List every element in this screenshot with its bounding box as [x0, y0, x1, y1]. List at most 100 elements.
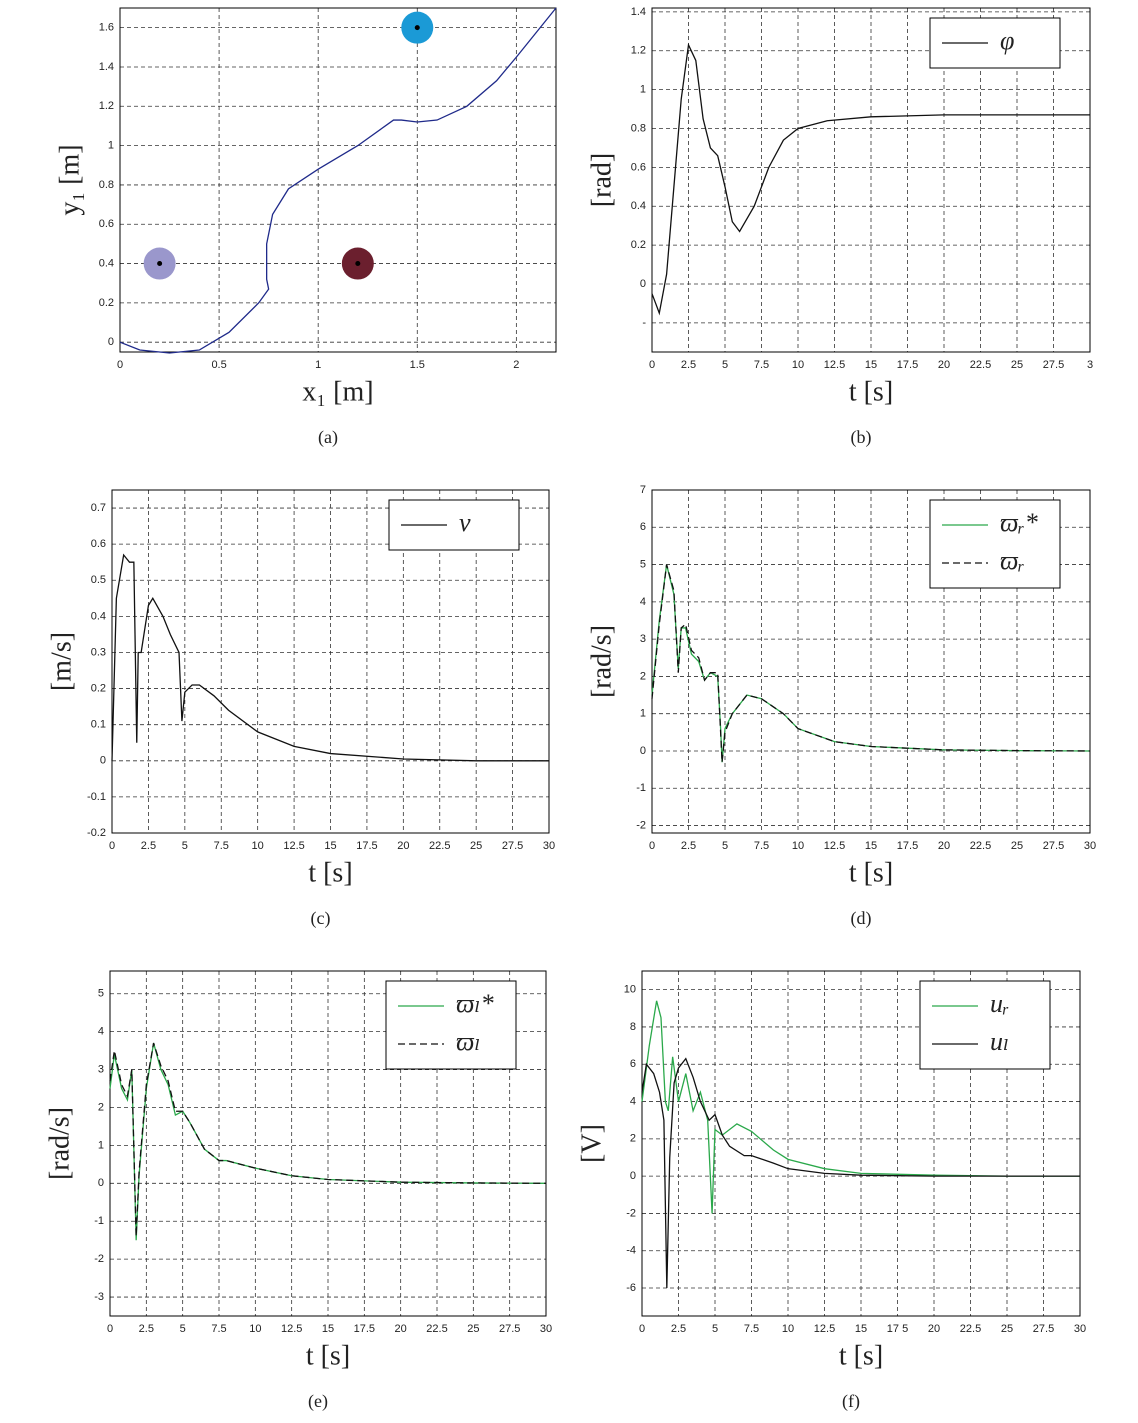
y-tick-label: -3 [94, 1291, 104, 1303]
x-tick-label: 17.5 [897, 840, 918, 852]
x-tick-label: 20 [395, 1323, 407, 1335]
x-axis-label: t [s] [849, 857, 893, 888]
caption: (d) [851, 908, 872, 929]
caption: (b) [851, 427, 872, 448]
y-tick-label: 6 [640, 521, 646, 533]
y-tick-label: 0.4 [91, 610, 106, 622]
y-tick-label: 2 [640, 670, 646, 682]
y-tick-label: 4 [98, 1026, 104, 1038]
x-tick-label: 5 [182, 840, 188, 852]
y-tick-label: 0 [98, 1177, 104, 1189]
x-tick-label: 10 [792, 359, 804, 371]
x-tick-label: 15 [865, 359, 877, 371]
plot-frame [119, 7, 557, 353]
y-tick-label: 0.4 [99, 257, 114, 269]
y-tick-label: 0.6 [631, 161, 646, 173]
x-tick-label: 15 [855, 1323, 867, 1335]
y-tick-label: -6 [626, 1282, 636, 1294]
legend-label: v [459, 508, 471, 537]
x-tick-label: 20 [397, 840, 409, 852]
y-tick-label: 0.2 [91, 682, 106, 694]
y-tick-label: -2 [636, 819, 646, 831]
y-tick-label: -1 [636, 782, 646, 794]
legend-label: φ [1000, 26, 1014, 55]
caption: (e) [308, 1391, 328, 1412]
x-axis-label: t [s] [306, 1340, 350, 1371]
x-axis-label: t [s] [849, 376, 893, 407]
x-tick-label: 7.5 [754, 359, 769, 371]
plot-area [120, 8, 556, 352]
x-tick-label: 17.5 [356, 840, 377, 852]
y-tick-label: -2 [94, 1253, 104, 1265]
point-center [157, 261, 163, 267]
x-tick-label: 1.5 [410, 359, 425, 371]
x-tick-label: 2.5 [141, 840, 156, 852]
y-tick-label: 0 [108, 336, 114, 348]
data-line [651, 42, 1090, 316]
x-tick-label: 0 [649, 840, 655, 852]
x-tick-label: 0 [639, 1323, 645, 1335]
x-tick-label: 5 [712, 1323, 718, 1335]
legend-label: uᵣ [990, 989, 1009, 1018]
y-tick-label: 0.2 [99, 297, 114, 309]
y-axis-label: [V] [576, 1124, 607, 1163]
x-tick-label: 20 [938, 359, 950, 371]
x-tick-label: 10 [792, 840, 804, 852]
legend-box [385, 980, 517, 1070]
x-tick-label: 2.5 [671, 1323, 686, 1335]
x-tick-label: 15 [322, 1323, 334, 1335]
y-tick-label: 1.2 [631, 45, 646, 57]
x-tick-label: 30 [540, 1323, 552, 1335]
x-tick-label: 5 [180, 1323, 186, 1335]
x-axis-label: x₁ [m] [302, 376, 373, 407]
point-center [414, 25, 420, 31]
y-tick-label: -1 [94, 1215, 104, 1227]
x-tick-label: 7.5 [211, 1323, 226, 1335]
plot-frame [641, 970, 1081, 1317]
y-tick-label: -0.2 [87, 827, 106, 839]
x-tick-label: 15 [324, 840, 336, 852]
point-center [355, 261, 361, 267]
x-tick-label: 12.5 [814, 1323, 835, 1335]
x-tick-label: 2.5 [681, 359, 696, 371]
x-tick-label: 17.5 [897, 359, 918, 371]
y-tick-label: 1.2 [99, 100, 114, 112]
x-tick-label: 2.5 [681, 840, 696, 852]
y-tick-label: 5 [640, 558, 646, 570]
y-tick-label: 1 [640, 84, 646, 96]
y-tick-label: 0.1 [91, 719, 106, 731]
y-tick-label: 4 [630, 1095, 636, 1107]
plot-frame [111, 489, 550, 834]
x-tick-label: 7.5 [214, 840, 229, 852]
data-line [641, 1057, 1080, 1289]
y-tick-label: 0 [640, 278, 646, 290]
y-tick-label: 0.6 [91, 538, 106, 550]
x-tick-label: 27.5 [499, 1323, 520, 1335]
y-tick-label: 6 [630, 1058, 636, 1070]
x-tick-label: 0 [649, 359, 655, 371]
y-tick-label: 0 [100, 755, 106, 767]
y-tick-label: 1 [98, 1139, 104, 1151]
x-tick-label: 25 [1011, 359, 1023, 371]
y-tick-label: 0 [640, 745, 646, 757]
y-tick-label: -2 [626, 1207, 636, 1219]
x-tick-label: 30 [1084, 840, 1096, 852]
legend-label: ϖₗ* [456, 989, 494, 1018]
data-line [111, 553, 549, 762]
x-tick-label: 17.5 [354, 1323, 375, 1335]
x-tick-label: 27.5 [1033, 1323, 1054, 1335]
x-tick-label: 22.5 [426, 1323, 447, 1335]
x-tick-label: 10 [249, 1323, 261, 1335]
x-tick-label: 12.5 [824, 840, 845, 852]
x-tick-label: 17 5 [887, 1323, 908, 1335]
y-axis-label: [rad/s] [586, 625, 617, 698]
x-tick-label: 10 [782, 1323, 794, 1335]
x-tick-label: 7.5 [754, 840, 769, 852]
y-axis-label: [rad] [586, 153, 617, 207]
x-tick-label: 22.5 [960, 1323, 981, 1335]
plot-frame [651, 489, 1091, 834]
x-tick-label: 7.5 [744, 1323, 759, 1335]
caption: (c) [311, 908, 331, 929]
x-tick-label: 5 [722, 359, 728, 371]
